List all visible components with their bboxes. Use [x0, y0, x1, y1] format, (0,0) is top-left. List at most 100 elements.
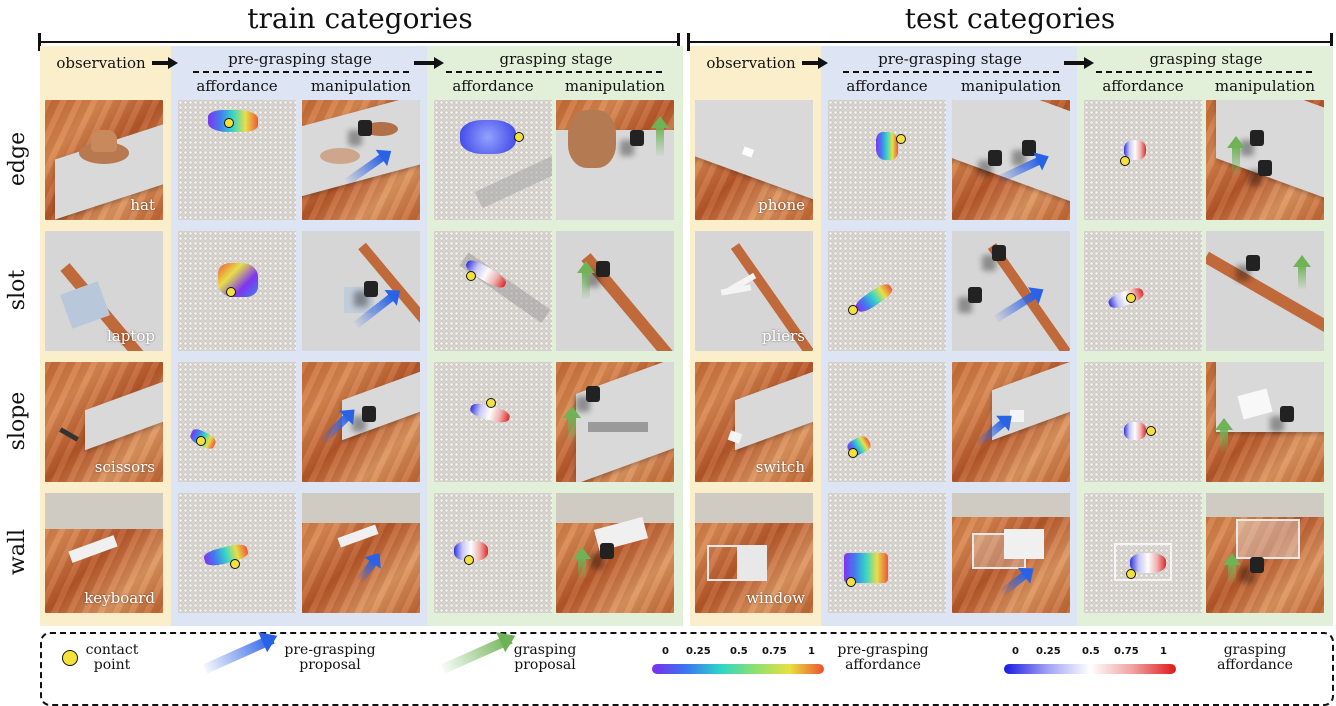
- pre-colorbar-tick-05: 0.5: [730, 646, 748, 657]
- row-label-wall: wall: [5, 528, 30, 576]
- train-bracket-right-tick: [677, 33, 680, 51]
- train-grasping-divider: [446, 71, 662, 73]
- gr-colorbar-tick-075: 0.75: [1114, 646, 1139, 657]
- train-bracket-left-tick: [38, 33, 41, 51]
- train-bracket: [38, 41, 678, 43]
- obs-image-switch: switch: [695, 362, 813, 482]
- train-gr-manipulation-header: manipulation: [564, 77, 666, 95]
- train-observation-header: observation: [56, 54, 146, 72]
- train-gr-affordance-slope: [434, 362, 552, 482]
- train-gr-affordance-wall: [434, 493, 552, 613]
- legend-grasp-aff-line2: affordance: [1217, 657, 1293, 673]
- test-pre-grasping-header: pre-grasping stage: [878, 50, 1022, 68]
- object-name-phone: phone: [758, 196, 805, 214]
- test-gr-affordance-edge: [1084, 100, 1202, 220]
- gr-colorbar-tick-1: 1: [1160, 646, 1167, 657]
- legend-pre-aff-line1: pre-grasping: [837, 642, 929, 658]
- train-pre-affordance-slot: [178, 231, 296, 351]
- train-grasping-header: grasping stage: [499, 50, 613, 68]
- test-gr-manipulation-slot: [1206, 231, 1324, 351]
- pre-colorbar-tick-0: 0: [662, 646, 669, 657]
- object-name-keyboard: keyboard: [84, 589, 155, 607]
- train-gr-manipulation-edge: [556, 100, 674, 220]
- train-pre-manipulation-wall: [302, 493, 420, 613]
- grasping-colorbar: [1004, 664, 1176, 674]
- test-gr-affordance-slope: [1084, 362, 1202, 482]
- test-observation-header: observation: [706, 54, 796, 72]
- train-gr-manipulation-slope: [556, 362, 674, 482]
- obs-image-laptop: laptop: [45, 231, 163, 351]
- test-bracket-left-tick: [687, 33, 690, 51]
- test-pre-affordance-wall: [828, 493, 946, 613]
- test-pre-affordance-edge: [828, 100, 946, 220]
- pre-colorbar-tick-025: 0.25: [686, 646, 711, 657]
- train-gr-affordance-edge: [434, 100, 552, 220]
- test-pre-manipulation-edge: [952, 100, 1070, 220]
- row-label-edge: edge: [5, 131, 30, 187]
- train-gr-affordance-slot: [434, 231, 552, 351]
- test-bracket-right-tick: [1330, 33, 1333, 51]
- train-gr-manipulation-wall: [556, 493, 674, 613]
- train-gr-affordance-header: affordance: [452, 77, 534, 95]
- test-grasping-divider: [1096, 71, 1312, 73]
- pre-grasping-colorbar: [652, 664, 824, 674]
- train-pre-affordance-edge: [178, 100, 296, 220]
- object-name-hat: hat: [130, 196, 155, 214]
- train-pre-affordance-wall: [178, 493, 296, 613]
- train-pre-grasping-divider: [193, 71, 409, 73]
- object-name-scissors: scissors: [94, 458, 155, 476]
- train-header-arrow-1: [152, 57, 178, 69]
- test-pre-manipulation-slope: [952, 362, 1070, 482]
- row-label-slope: slope: [5, 391, 30, 451]
- obs-image-pliers: pliers: [695, 231, 813, 351]
- gr-colorbar-tick-05: 0.5: [1082, 646, 1100, 657]
- test-gr-affordance-wall: [1084, 493, 1202, 613]
- test-gr-manipulation-edge: [1206, 100, 1324, 220]
- test-pre-affordance-slope: [828, 362, 946, 482]
- object-name-laptop: laptop: [106, 327, 155, 345]
- legend-pre-aff-line2: affordance: [845, 657, 921, 673]
- test-gr-affordance-slot: [1084, 231, 1202, 351]
- obs-image-scissors: scissors: [45, 362, 163, 482]
- pre-colorbar-tick-075: 0.75: [762, 646, 787, 657]
- test-gr-affordance-header: affordance: [1102, 77, 1184, 95]
- train-gr-manipulation-slot: [556, 231, 674, 351]
- test-categories-title: test categories: [904, 2, 1116, 35]
- legend-pre-proposal-line1: pre-grasping: [284, 642, 376, 658]
- train-pre-grasping-header: pre-grasping stage: [228, 50, 372, 68]
- test-pre-manipulation-wall: [952, 493, 1070, 613]
- legend-grasp-proposal-line1: grasping: [513, 642, 577, 658]
- test-pre-manipulation-header: manipulation: [960, 77, 1062, 95]
- row-label-slot: slot: [5, 269, 30, 311]
- legend-grasp-proposal-line2: proposal: [514, 657, 576, 673]
- gr-colorbar-tick-025: 0.25: [1036, 646, 1061, 657]
- test-pre-manipulation-slot: [952, 231, 1070, 351]
- pre-colorbar-tick-1: 1: [808, 646, 815, 657]
- train-pre-affordance-header: affordance: [196, 77, 278, 95]
- train-pre-manipulation-slot: [302, 231, 420, 351]
- train-header-arrow-2: [414, 57, 444, 69]
- train-pre-manipulation-edge: [302, 100, 420, 220]
- obs-image-hat: hat: [45, 100, 163, 220]
- test-grasping-header: grasping stage: [1149, 50, 1263, 68]
- legend-grasp-aff-line1: grasping: [1223, 642, 1287, 658]
- test-gr-manipulation-wall: [1206, 493, 1324, 613]
- legend-contact-line1: contact: [85, 642, 139, 658]
- test-header-arrow-1: [802, 57, 828, 69]
- train-pre-manipulation-header: manipulation: [310, 77, 412, 95]
- legend-pre-proposal-line2: proposal: [299, 657, 361, 673]
- test-header-arrow-2: [1064, 57, 1094, 69]
- legend-contact-point-icon: [62, 650, 78, 666]
- train-categories-title: train categories: [247, 2, 473, 35]
- obs-image-window: window: [695, 493, 813, 613]
- test-pre-affordance-header: affordance: [846, 77, 928, 95]
- object-name-switch: switch: [755, 458, 805, 476]
- object-name-window: window: [746, 589, 805, 607]
- test-bracket: [687, 41, 1332, 43]
- train-pre-manipulation-slope: [302, 362, 420, 482]
- object-name-pliers: pliers: [762, 327, 805, 345]
- train-pre-affordance-slope: [178, 362, 296, 482]
- test-gr-manipulation-slope: [1206, 362, 1324, 482]
- test-pre-grasping-divider: [843, 71, 1059, 73]
- legend-contact-line2: point: [93, 657, 131, 673]
